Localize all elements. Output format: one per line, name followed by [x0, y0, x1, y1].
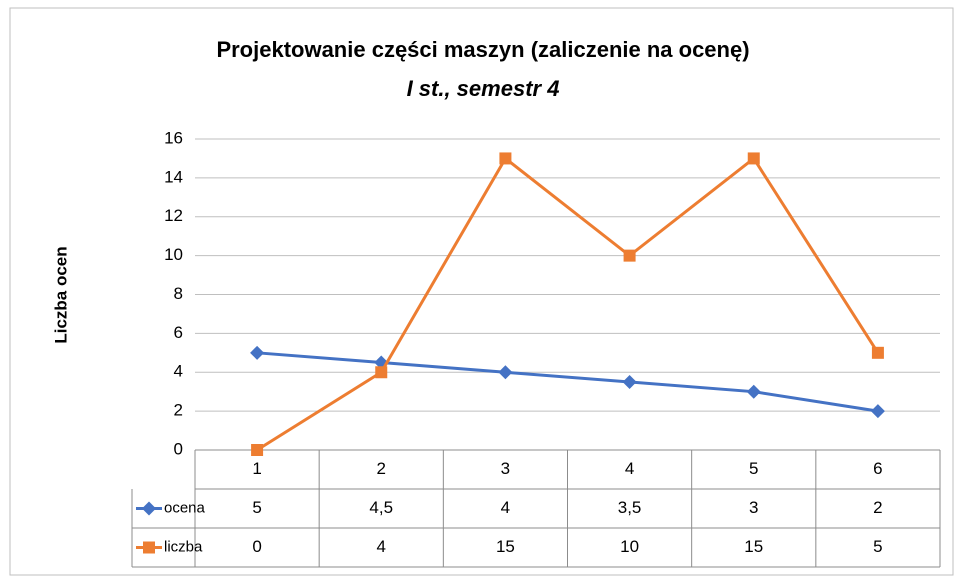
- legend-marker: [143, 541, 155, 554]
- y-tick-label: 2: [174, 401, 183, 420]
- y-tick-label: 14: [164, 167, 183, 186]
- marker: [870, 404, 885, 419]
- table-value: 3,5: [618, 498, 642, 517]
- x-tick-label: 6: [873, 459, 882, 478]
- marker: [498, 365, 513, 380]
- line: [256, 351, 879, 413]
- marker: [499, 152, 512, 165]
- marker: [375, 366, 388, 379]
- chart-title: Projektowanie części maszyn (zaliczenie …: [216, 37, 749, 62]
- y-tick-label: 12: [164, 206, 183, 225]
- y-tick-label: 16: [164, 128, 183, 147]
- chart-border: [9, 7, 954, 576]
- y-tick-label: 10: [164, 245, 183, 264]
- x-tick-label: 4: [625, 459, 634, 478]
- chart-subtitle: I st., semestr 4: [407, 76, 560, 101]
- y-tick-label: 8: [174, 284, 183, 303]
- marker: [746, 384, 761, 399]
- legend-label: liczba: [164, 538, 203, 555]
- table-value: 0: [252, 537, 261, 556]
- table-value: 5: [252, 498, 261, 517]
- table-value: 4,5: [369, 498, 393, 517]
- line: [256, 156, 880, 452]
- table-value: 5: [873, 537, 882, 556]
- y-axis-label: Liczba ocen: [51, 246, 70, 343]
- legend-label: ocena: [164, 499, 206, 516]
- x-tick-label: 5: [749, 459, 758, 478]
- table-value: 10: [620, 537, 639, 556]
- marker: [871, 346, 884, 359]
- marker: [622, 374, 637, 389]
- marker: [747, 152, 760, 165]
- marker: [250, 345, 265, 360]
- marker: [251, 444, 264, 456]
- x-tick-label: 2: [377, 459, 386, 478]
- x-tick-label: 3: [501, 459, 510, 478]
- table-value: 15: [496, 537, 515, 556]
- table-value: 3: [749, 498, 758, 517]
- table-value: 4: [377, 537, 386, 556]
- y-tick-label: 4: [174, 362, 183, 381]
- table-value: 4: [501, 498, 510, 517]
- y-tick-label: 6: [174, 323, 183, 342]
- y-tick-label: 0: [174, 439, 183, 458]
- legend-marker: [142, 501, 156, 516]
- x-tick-label: 1: [252, 459, 261, 478]
- table-value: 2: [873, 498, 882, 517]
- marker: [623, 249, 636, 262]
- table-value: 15: [744, 537, 763, 556]
